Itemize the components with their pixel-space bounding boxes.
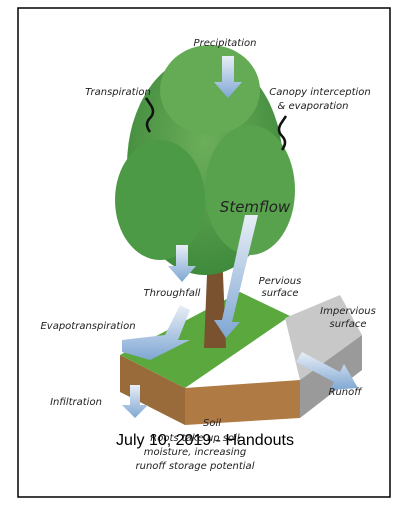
label: Impervious (320, 306, 376, 317)
label: surface (262, 288, 299, 299)
label: Stemflow (220, 198, 291, 216)
label: Pervious (259, 276, 302, 287)
caption: July 10, 2019 - Handouts (116, 432, 294, 449)
label: & evaporation (277, 101, 348, 112)
page: Precipitation Transpiration Canopy inter… (0, 0, 409, 508)
label: Runoff (329, 387, 364, 398)
label: Precipitation (194, 38, 257, 49)
label: Throughfall (144, 288, 201, 299)
label: surface (330, 319, 367, 330)
label: Soil (203, 418, 221, 429)
label: Canopy interception (269, 87, 370, 98)
label: Evapotranspiration (40, 321, 135, 332)
label: Transpiration (85, 87, 151, 98)
label: Infiltration (50, 397, 102, 408)
label: runoff storage potential (136, 461, 255, 472)
